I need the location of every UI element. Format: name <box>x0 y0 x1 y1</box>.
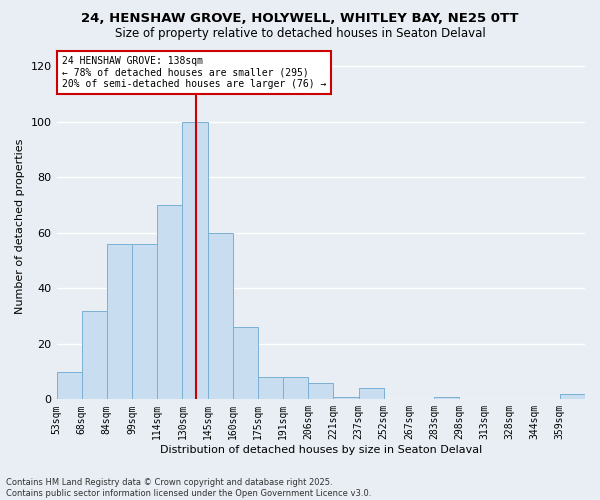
Text: Size of property relative to detached houses in Seaton Delaval: Size of property relative to detached ho… <box>115 28 485 40</box>
Bar <box>308 382 334 400</box>
Bar <box>82 310 107 400</box>
Text: Contains HM Land Registry data © Crown copyright and database right 2025.
Contai: Contains HM Land Registry data © Crown c… <box>6 478 371 498</box>
Bar <box>56 372 82 400</box>
Bar <box>182 122 208 400</box>
Bar <box>434 396 459 400</box>
Text: 24, HENSHAW GROVE, HOLYWELL, WHITLEY BAY, NE25 0TT: 24, HENSHAW GROVE, HOLYWELL, WHITLEY BAY… <box>81 12 519 26</box>
Bar <box>258 377 283 400</box>
Bar <box>107 244 132 400</box>
Bar <box>283 377 308 400</box>
Bar <box>334 396 359 400</box>
Bar <box>233 327 258 400</box>
Text: 24 HENSHAW GROVE: 138sqm
← 78% of detached houses are smaller (295)
20% of semi-: 24 HENSHAW GROVE: 138sqm ← 78% of detach… <box>62 56 326 89</box>
Bar <box>560 394 585 400</box>
Bar <box>157 205 182 400</box>
Y-axis label: Number of detached properties: Number of detached properties <box>15 138 25 314</box>
Bar <box>359 388 383 400</box>
Bar <box>132 244 157 400</box>
X-axis label: Distribution of detached houses by size in Seaton Delaval: Distribution of detached houses by size … <box>160 445 482 455</box>
Bar <box>208 233 233 400</box>
